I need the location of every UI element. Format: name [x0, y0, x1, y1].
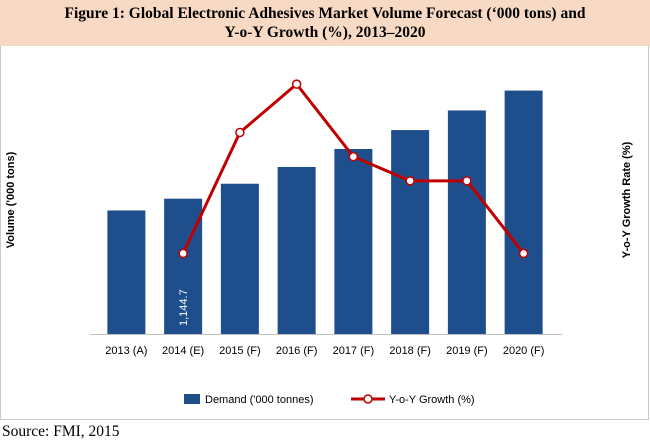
title-band: [0, 0, 650, 46]
x-tick-label-2017-f: 2017 (F): [333, 345, 375, 357]
growth-point-2018-f: [405, 176, 415, 186]
growth-point-2015-f: [235, 127, 245, 138]
x-tick-label-2019-f: 2019 (F): [446, 345, 488, 357]
legend-label-growth: Y-o-Y Growth (%): [389, 394, 475, 406]
growth-point-2016-f: [291, 79, 302, 89]
bar-2013-a: [107, 210, 146, 334]
chart-frame: [0, 46, 649, 420]
legend-label-demand: Demand ('000 tonnes): [205, 394, 314, 406]
source-note: Source: FMI, 2015: [2, 423, 120, 440]
chart-title-line-2: Y-o-Y Growth (%), 2013–2020: [224, 24, 426, 41]
growth-point-2020-f: [518, 248, 529, 259]
bar-2018-f: [391, 130, 430, 334]
growth-point-2017-f: [348, 151, 359, 162]
x-tick-label-2014-e: 2014 (E): [162, 345, 204, 357]
chart-title: Figure 1: Global Electronic Adhesives Ma…: [0, 4, 650, 42]
bar-2016-f: [277, 166, 316, 334]
x-tick-label-2018-f: 2018 (F): [389, 345, 431, 357]
y-axis-title: Volume ('000 tons): [5, 151, 17, 248]
x-tick-label-2015-f: 2015 (F): [219, 345, 261, 357]
data-label-2014-e: 1,144.7: [178, 289, 190, 326]
bar-2017-f: [334, 148, 373, 334]
y2-axis-title: Y-o-Y Growth Rate (%): [621, 141, 633, 258]
chart-svg: 2013 (A) 2014 (E) 2015 (F) 2016 (F) 2017 (F)…: [5, 79, 633, 406]
bar-2015-f: [220, 183, 259, 334]
x-tick-label-2016-f: 2016 (F): [276, 345, 318, 357]
bar-2019-f: [447, 110, 486, 335]
legend-swatch-demand: [184, 394, 200, 404]
bar-2014-e: [164, 198, 203, 334]
chart-title-line-1: Figure 1: Global Electronic Adhesives Ma…: [64, 5, 586, 22]
bar-2020-f: [504, 90, 543, 334]
legend-swatch-growth-marker: [363, 394, 373, 404]
x-tick-label-2013-a: 2013 (A): [105, 345, 147, 357]
growth-point-2014-e: [178, 248, 188, 259]
x-tick-label-2020-f: 2020 (F): [503, 345, 545, 357]
growth-point-2019-f: [462, 176, 472, 186]
